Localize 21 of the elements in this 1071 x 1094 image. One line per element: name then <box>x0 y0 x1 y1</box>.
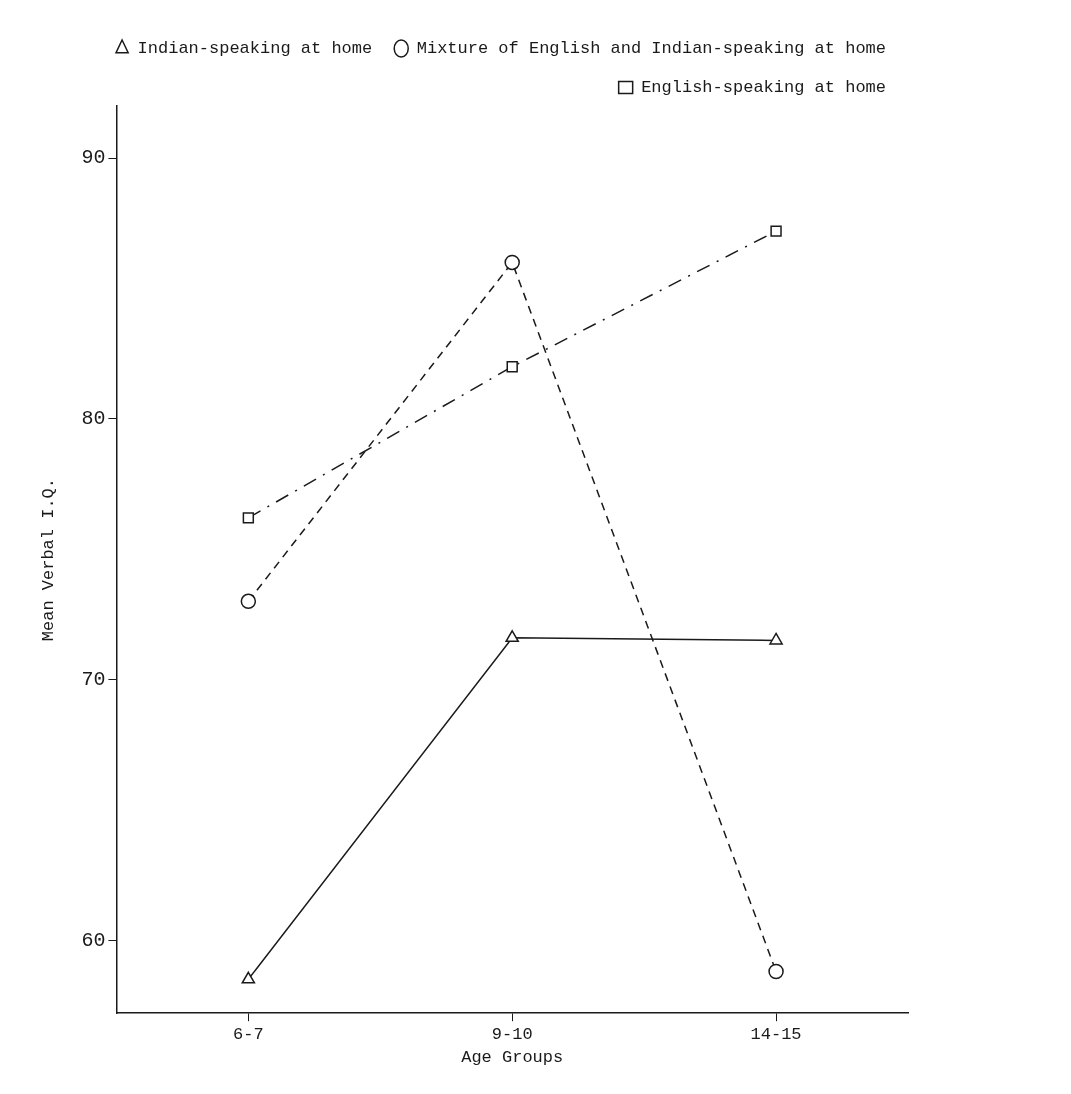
point <box>769 632 783 645</box>
legend-label: English-speaking at home <box>641 78 886 97</box>
y-tick-label: 80 <box>81 407 106 431</box>
point <box>768 963 784 980</box>
point <box>240 593 257 610</box>
point <box>504 254 520 271</box>
legend-label: Indian-speaking at home <box>137 39 373 58</box>
legend-label: Mixture of English and Indian-speaking at home <box>416 39 886 58</box>
x-axis-title: Age Groups <box>461 1048 564 1068</box>
point <box>770 225 782 237</box>
y-tick-label: 90 <box>81 146 106 170</box>
point <box>242 512 255 524</box>
x-tick-label: 9-10 <box>491 1024 533 1044</box>
point <box>506 360 518 373</box>
point <box>505 630 520 643</box>
y-axis-title: Mean Verbal I.Q. <box>38 477 58 642</box>
point <box>241 971 256 984</box>
y-tick-label: 70 <box>81 667 106 691</box>
x-tick-label: 14-15 <box>750 1024 802 1044</box>
x-tick-label: 6-7 <box>233 1024 264 1044</box>
y-tick-label: 60 <box>81 928 106 952</box>
